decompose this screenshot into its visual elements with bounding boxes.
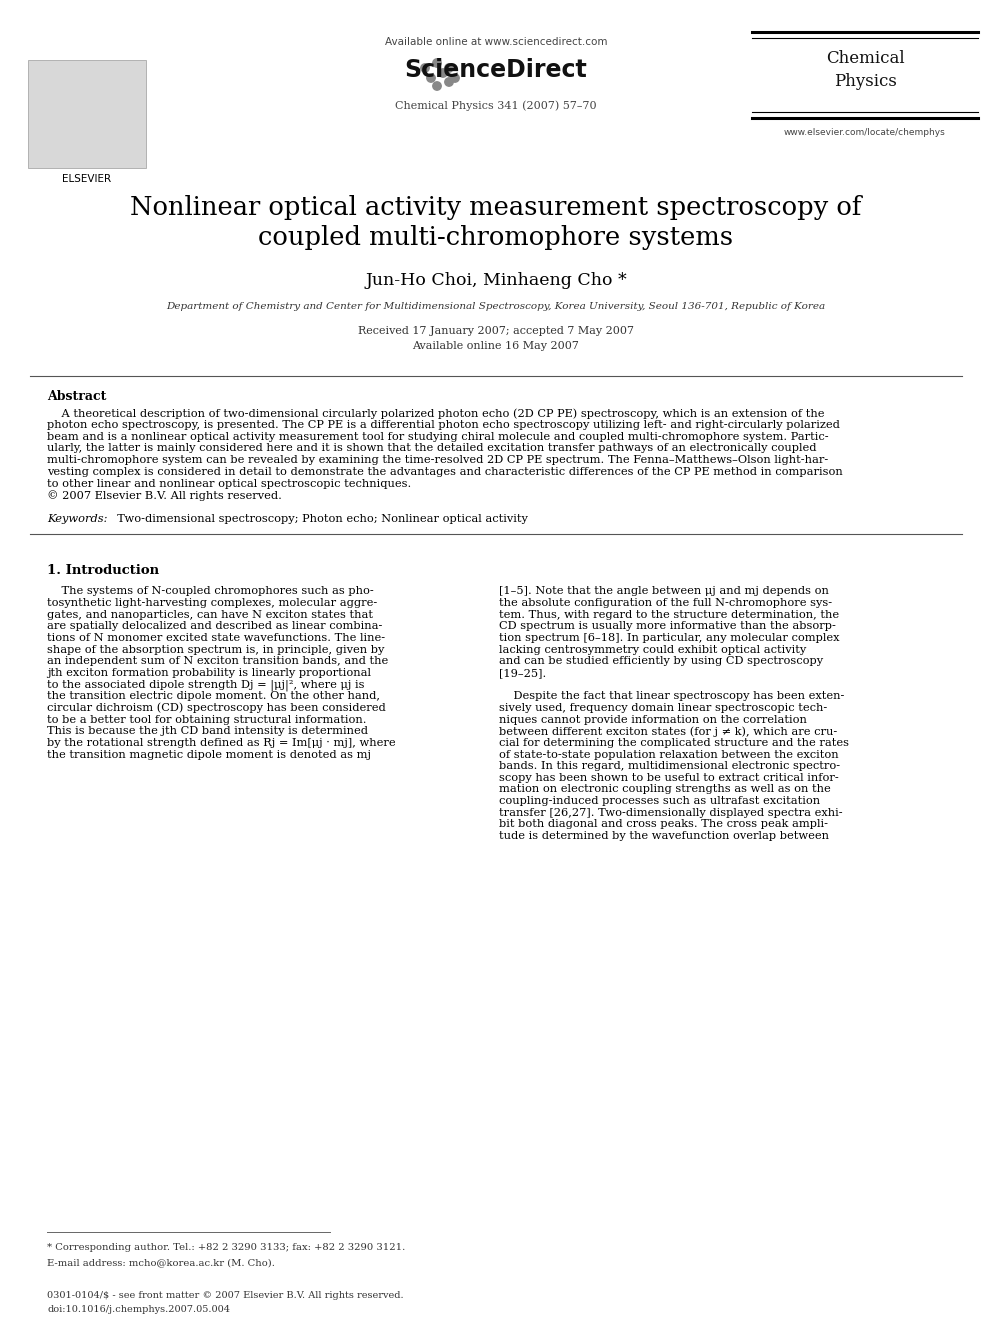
Text: to the associated dipole strength Dj = |μj|², where μj is: to the associated dipole strength Dj = |…	[47, 680, 364, 691]
Text: Abstract: Abstract	[47, 390, 106, 404]
Text: tude is determined by the wavefunction overlap between: tude is determined by the wavefunction o…	[499, 831, 829, 841]
Text: Two-dimensional spectroscopy; Photon echo; Nonlinear optical activity: Two-dimensional spectroscopy; Photon ech…	[110, 515, 528, 524]
Text: coupled multi-chromophore systems: coupled multi-chromophore systems	[259, 225, 733, 250]
Text: tem. Thus, with regard to the structure determination, the: tem. Thus, with regard to the structure …	[499, 610, 839, 619]
Circle shape	[421, 64, 430, 73]
Text: to be a better tool for obtaining structural information.: to be a better tool for obtaining struct…	[47, 714, 366, 725]
Text: jth exciton formation probability is linearly proportional: jth exciton formation probability is lin…	[47, 668, 371, 677]
Text: bands. In this regard, multidimensional electronic spectro-: bands. In this regard, multidimensional …	[499, 761, 840, 771]
Text: transfer [26,27]. Two-dimensionally displayed spectra exhi-: transfer [26,27]. Two-dimensionally disp…	[499, 808, 842, 818]
Text: www.elsevier.com/locate/chemphys: www.elsevier.com/locate/chemphys	[784, 128, 946, 138]
Text: cial for determining the complicated structure and the rates: cial for determining the complicated str…	[499, 738, 849, 747]
Text: Despite the fact that linear spectroscopy has been exten-: Despite the fact that linear spectroscop…	[499, 691, 844, 701]
Text: mation on electronic coupling strengths as well as on the: mation on electronic coupling strengths …	[499, 785, 830, 794]
Text: Received 17 January 2007; accepted 7 May 2007: Received 17 January 2007; accepted 7 May…	[358, 325, 634, 336]
Text: of state-to-state population relaxation between the exciton: of state-to-state population relaxation …	[499, 750, 838, 759]
Text: ularly, the latter is mainly considered here and it is shown that the detailed e: ularly, the latter is mainly considered …	[47, 443, 816, 454]
Text: ScienceDirect: ScienceDirect	[405, 58, 587, 82]
Text: by the rotational strength defined as Rj = Im[μj · mj], where: by the rotational strength defined as Rj…	[47, 738, 396, 747]
Text: The systems of N-coupled chromophores such as pho-: The systems of N-coupled chromophores su…	[47, 586, 374, 597]
Text: the transition electric dipole moment. On the other hand,: the transition electric dipole moment. O…	[47, 691, 380, 701]
Text: are spatially delocalized and described as linear combina-: are spatially delocalized and described …	[47, 622, 382, 631]
Circle shape	[438, 69, 447, 77]
Text: the transition magnetic dipole moment is denoted as mj: the transition magnetic dipole moment is…	[47, 750, 371, 759]
Text: shape of the absorption spectrum is, in principle, given by: shape of the absorption spectrum is, in …	[47, 644, 384, 655]
Text: doi:10.1016/j.chemphys.2007.05.004: doi:10.1016/j.chemphys.2007.05.004	[47, 1304, 230, 1314]
Text: 0301-0104/$ - see front matter © 2007 Elsevier B.V. All rights reserved.: 0301-0104/$ - see front matter © 2007 El…	[47, 1291, 404, 1301]
Text: sively used, frequency domain linear spectroscopic tech-: sively used, frequency domain linear spe…	[499, 703, 827, 713]
Text: photon echo spectroscopy, is presented. The CP PE is a differential photon echo : photon echo spectroscopy, is presented. …	[47, 419, 840, 430]
Bar	[28, 60, 146, 168]
Text: vesting complex is considered in detail to demonstrate the advantages and charac: vesting complex is considered in detail …	[47, 467, 843, 478]
Text: CD spectrum is usually more informative than the absorp-: CD spectrum is usually more informative …	[499, 622, 836, 631]
Text: tions of N monomer excited state wavefunctions. The line-: tions of N monomer excited state wavefun…	[47, 632, 385, 643]
Text: Available online at www.sciencedirect.com: Available online at www.sciencedirect.co…	[385, 37, 607, 48]
Text: gates, and nanoparticles, can have N exciton states that: gates, and nanoparticles, can have N exc…	[47, 610, 373, 619]
Text: A theoretical description of two-dimensional circularly polarized photon echo (2: A theoretical description of two-dimensi…	[47, 407, 824, 418]
Text: * Corresponding author. Tel.: +82 2 3290 3133; fax: +82 2 3290 3121.: * Corresponding author. Tel.: +82 2 3290…	[47, 1244, 406, 1252]
Text: coupling-induced processes such as ultrafast excitation: coupling-induced processes such as ultra…	[499, 796, 820, 806]
Text: tosynthetic light-harvesting complexes, molecular aggre-: tosynthetic light-harvesting complexes, …	[47, 598, 377, 609]
Text: the absolute configuration of the full N-chromophore sys-: the absolute configuration of the full N…	[499, 598, 832, 609]
Circle shape	[444, 78, 453, 86]
Text: Available online 16 May 2007: Available online 16 May 2007	[413, 341, 579, 351]
Text: 1. Introduction: 1. Introduction	[47, 565, 159, 577]
Text: to other linear and nonlinear optical spectroscopic techniques.: to other linear and nonlinear optical sp…	[47, 479, 412, 488]
Text: [19–25].: [19–25].	[499, 668, 547, 677]
Circle shape	[444, 64, 453, 73]
Text: Keywords:: Keywords:	[47, 515, 107, 524]
Circle shape	[427, 74, 435, 82]
Text: E-mail address: mcho@korea.ac.kr (M. Cho).: E-mail address: mcho@korea.ac.kr (M. Cho…	[47, 1258, 275, 1267]
Text: © 2007 Elsevier B.V. All rights reserved.: © 2007 Elsevier B.V. All rights reserved…	[47, 491, 282, 501]
Text: bit both diagonal and cross peaks. The cross peak ampli-: bit both diagonal and cross peaks. The c…	[499, 819, 828, 830]
Text: niques cannot provide information on the correlation: niques cannot provide information on the…	[499, 714, 806, 725]
Text: ELSEVIER: ELSEVIER	[62, 175, 111, 184]
Text: beam and is a nonlinear optical activity measurement tool for studying chiral mo: beam and is a nonlinear optical activity…	[47, 431, 828, 442]
Circle shape	[433, 82, 441, 90]
Circle shape	[450, 74, 459, 82]
Text: between different exciton states (for j ≠ k), which are cru-: between different exciton states (for j …	[499, 726, 837, 737]
Text: Jun-Ho Choi, Minhaeng Cho *: Jun-Ho Choi, Minhaeng Cho *	[365, 273, 627, 288]
Text: tion spectrum [6–18]. In particular, any molecular complex: tion spectrum [6–18]. In particular, any…	[499, 632, 839, 643]
Text: scopy has been shown to be useful to extract critical infor-: scopy has been shown to be useful to ext…	[499, 773, 839, 783]
Text: This is because the jth CD band intensity is determined: This is because the jth CD band intensit…	[47, 726, 368, 736]
Circle shape	[433, 58, 441, 67]
Text: lacking centrosymmetry could exhibit optical activity: lacking centrosymmetry could exhibit opt…	[499, 644, 806, 655]
Text: Department of Chemistry and Center for Multidimensional Spectroscopy, Korea Univ: Department of Chemistry and Center for M…	[167, 302, 825, 311]
Text: Chemical
Physics: Chemical Physics	[825, 50, 905, 90]
Text: and can be studied efficiently by using CD spectroscopy: and can be studied efficiently by using …	[499, 656, 823, 667]
Text: [1–5]. Note that the angle between μj and mj depends on: [1–5]. Note that the angle between μj an…	[499, 586, 829, 597]
Text: Nonlinear optical activity measurement spectroscopy of: Nonlinear optical activity measurement s…	[130, 194, 862, 220]
Text: circular dichroism (CD) spectroscopy has been considered: circular dichroism (CD) spectroscopy has…	[47, 703, 386, 713]
Text: an independent sum of N exciton transition bands, and the: an independent sum of N exciton transiti…	[47, 656, 388, 667]
Text: multi-chromophore system can be revealed by examining the time-resolved 2D CP PE: multi-chromophore system can be revealed…	[47, 455, 828, 466]
Text: Chemical Physics 341 (2007) 57–70: Chemical Physics 341 (2007) 57–70	[395, 101, 597, 111]
